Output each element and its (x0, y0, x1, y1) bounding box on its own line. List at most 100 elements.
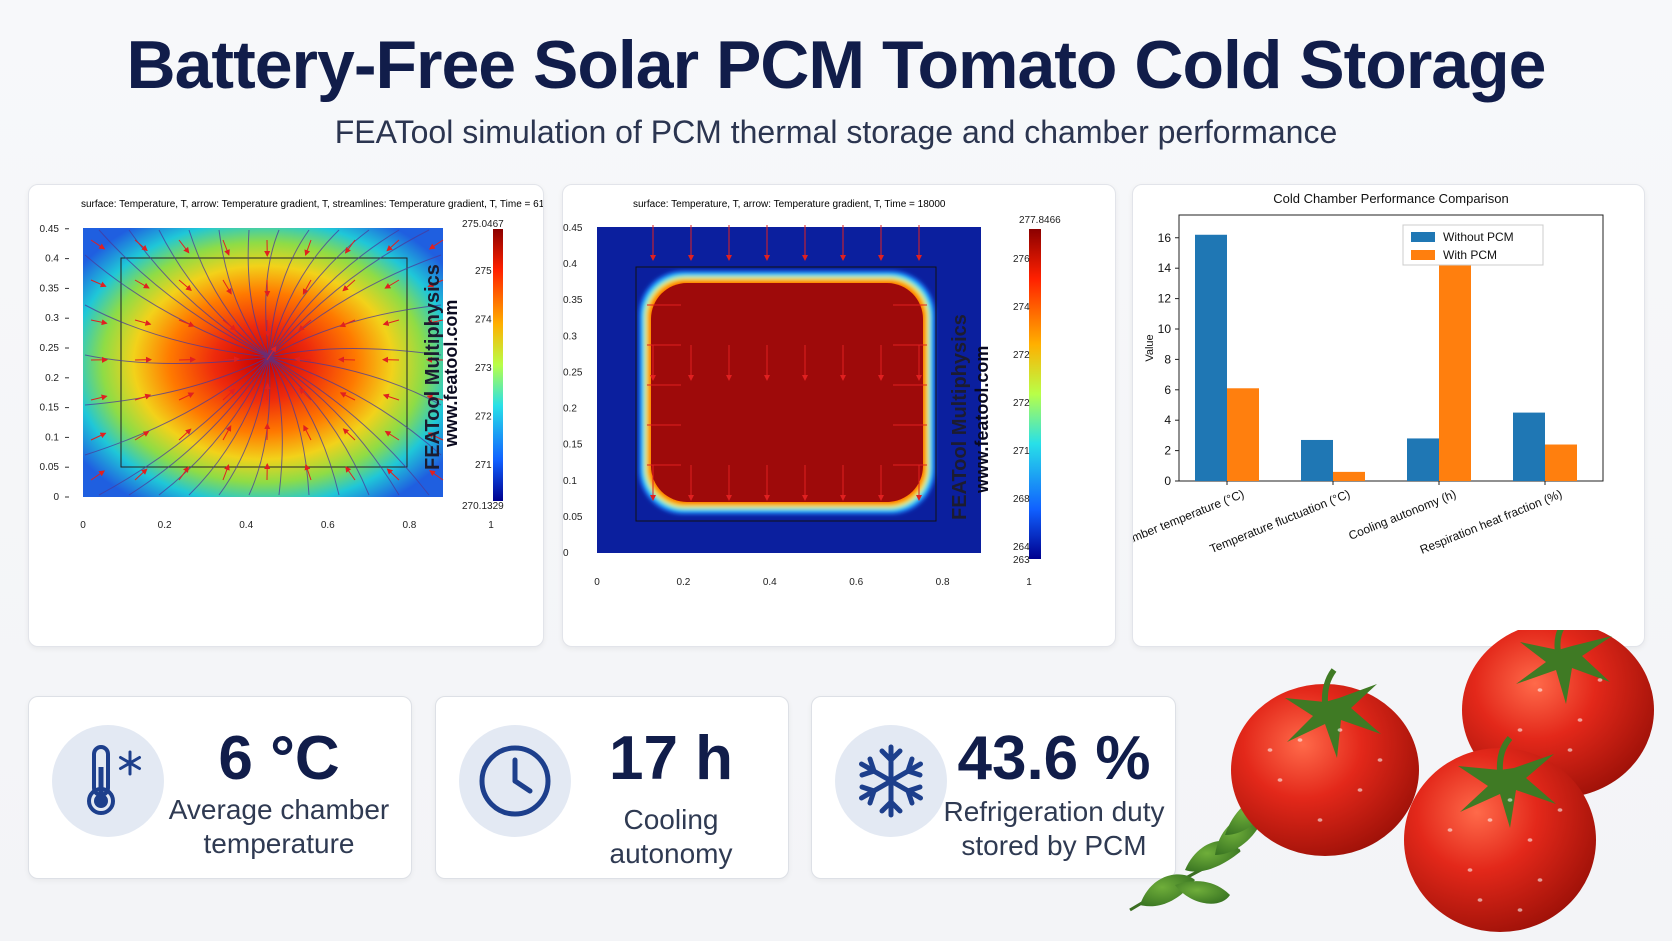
y-tick-label: 0.1 (563, 476, 577, 487)
stat-value-temperature: 6 °C (218, 724, 340, 793)
tomato (1231, 668, 1419, 856)
colorbar-max: 275.0467 (462, 219, 504, 230)
tomatoes-illustration (1129, 630, 1654, 932)
y-tick-label: 0.2 (563, 404, 577, 415)
bar (1439, 225, 1471, 481)
y-tick-label: 0 (1164, 474, 1171, 488)
legend-label: With PCM (1443, 248, 1497, 262)
x-tick-label: 0.4 (239, 520, 253, 531)
colorbar-tick: 276 (1013, 254, 1030, 265)
y-tick-label: 0.05 (563, 512, 583, 523)
legend-label: Without PCM (1443, 230, 1514, 244)
stat-label-line1: Average chamber (168, 794, 390, 825)
y-tick-label: 6 (1164, 383, 1171, 397)
bar (1227, 388, 1259, 481)
bar (1195, 234, 1227, 481)
x-tick-label: 1 (488, 520, 494, 531)
stat-label-line2: temperature (203, 828, 355, 859)
y-tick-label: 14 (1158, 261, 1172, 275)
x-tick-label: 0.8 (402, 520, 416, 531)
stat-value-refrigeration: 43.6 % (957, 724, 1151, 793)
y-tick-label: 0.3 (563, 331, 577, 342)
stat-value-autonomy: 17 h (608, 724, 734, 793)
y-tick-label: 0.15 (40, 403, 60, 414)
plot-a-title: surface: Temperature, T, arrow: Temperat… (81, 199, 544, 210)
bar (1333, 471, 1365, 481)
x-tick-label: 0.6 (321, 520, 335, 531)
x-tick-label: 0.2 (676, 577, 690, 588)
plot-frame (1178, 214, 1604, 482)
watermark-brand: FEATool Multiphysics (422, 264, 444, 470)
bar-chart: Cold Chamber Performance Comparison 0 2 4 6 8… (1133, 191, 1604, 570)
thermometer-snowflake-icon (52, 725, 164, 837)
colorbar-tick: 273 (475, 363, 492, 374)
x-tick-label: 0.2 (158, 520, 172, 531)
y-tick-label: 0.05 (40, 462, 60, 473)
x-tick-label: 0 (594, 577, 600, 588)
y-tick-label: 4 (1164, 413, 1171, 427)
bar (1407, 438, 1439, 481)
tomato (1404, 736, 1596, 932)
snowflake-icon (835, 725, 947, 837)
colorbar-tick: 268 (1013, 494, 1030, 505)
x-tick-label: 0.4 (763, 577, 777, 588)
colorbar-tick: 264 (1013, 542, 1030, 553)
y-tick-label: 8 (1164, 352, 1171, 366)
y-tick-label: 10 (1158, 322, 1172, 336)
pcm-melt-region (651, 283, 923, 502)
colorbar-tick: 272 (1013, 350, 1030, 361)
x-tick-label: 0.6 (849, 577, 863, 588)
colorbar-tick: 271 (1013, 446, 1030, 457)
y-tick-label: 0.45 (40, 224, 60, 235)
x-tick-label: Average chamber temperature (°C) (1133, 487, 1246, 570)
y-tick-label: 0.2 (45, 373, 59, 384)
y-tick-label: 2 (1164, 444, 1171, 458)
legend-swatch (1411, 232, 1435, 242)
chamber-outline (120, 257, 408, 468)
bar (1513, 412, 1545, 481)
stat-label-line2: stored by PCM (961, 830, 1147, 861)
colorbar-tick: 271 (475, 460, 492, 471)
colorbar-tick: 272 (475, 412, 492, 423)
watermark-url: www.featool.com (972, 346, 992, 494)
y-tick-label: 0.25 (40, 343, 60, 354)
bar-chart-panel: Cold Chamber Performance Comparison 0 2 4 6 8… (1132, 184, 1645, 647)
colorbar-tick: 272 (1013, 398, 1030, 409)
gradient-arrows (647, 225, 927, 501)
water-droplets (1267, 678, 1603, 912)
plot-b-title: surface: Temperature, T, arrow: Temperat… (633, 199, 946, 210)
y-tick-label: 12 (1158, 292, 1172, 306)
clock-icon (459, 725, 571, 837)
y-tick-label: 0.4 (45, 254, 59, 265)
pcm-plot-svg: surface: Temperature, T, arrow: Temperat… (563, 199, 1061, 588)
page-subtitle: FEATool simulation of PCM thermal storag… (334, 114, 1338, 150)
simulation-plot-streamlines: surface: Temperature, T, arrow: Temperat… (28, 184, 544, 647)
y-tick-label: 0.35 (40, 283, 60, 294)
simulation-plot-pcm: surface: Temperature, T, arrow: Temperat… (562, 184, 1116, 647)
x-tick-label: 1 (1026, 577, 1032, 588)
stat-card-temperature: 6 °C Average chamber temperature (28, 696, 412, 879)
page-title: Battery-Free Solar PCM Tomato Cold Stora… (126, 27, 1547, 103)
gradient-arrows (90, 239, 444, 481)
y-tick-label: 0.4 (563, 259, 577, 270)
colorbar (1029, 229, 1041, 559)
legend-swatch (1411, 250, 1435, 260)
y-tick-label: 16 (1158, 231, 1172, 245)
stat-label-line1: Cooling autonomy (609, 804, 733, 869)
streamlines (84, 229, 442, 496)
y-tick-label: 0.35 (563, 295, 583, 306)
colorbar-max: 277.8466 (1019, 215, 1061, 226)
colorbar-tick: 274 (1013, 302, 1030, 313)
y-tick-label: 0.15 (563, 440, 583, 451)
x-tick-label: 0.8 (936, 577, 950, 588)
bar (1545, 444, 1577, 481)
bar (1301, 439, 1333, 481)
x-tick-label: 0 (80, 520, 86, 531)
y-tick-label: 0 (563, 548, 569, 559)
colorbar-tick: 275 (475, 266, 492, 277)
colorbar-min: 270.1329 (462, 501, 504, 512)
watermark-url: www.featool.com (441, 300, 461, 448)
stat-card-refrigeration-duty: 43.6 % Refrigeration duty stored by PCM (811, 696, 1176, 879)
y-tick-label: 0 (53, 492, 59, 503)
y-tick-label: 0.25 (563, 367, 583, 378)
